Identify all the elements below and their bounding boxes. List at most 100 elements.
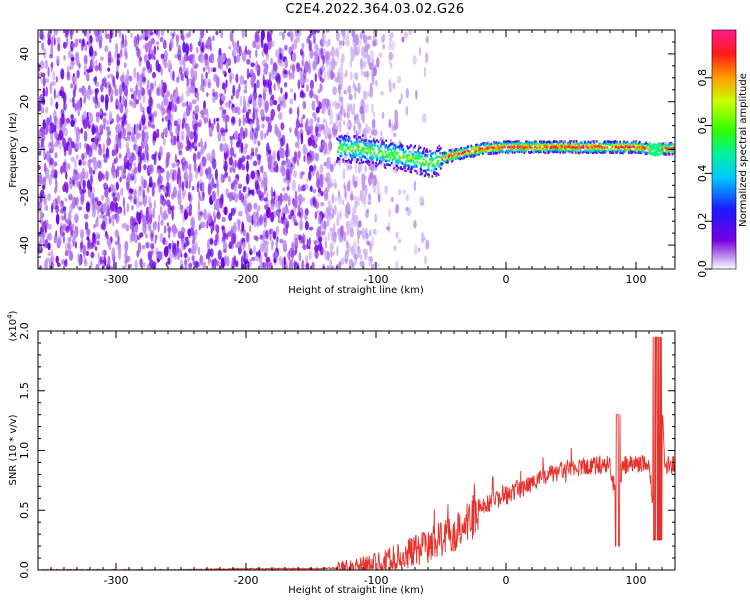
spectrogram-signal-cell bbox=[406, 156, 409, 160]
spectrogram-signal-cell bbox=[671, 152, 674, 156]
spectrogram-signal-cell bbox=[629, 148, 632, 151]
spectrogram-noise-cell bbox=[225, 79, 228, 88]
spectrogram-signal-cell bbox=[545, 148, 547, 151]
spectrogram-signal-cell bbox=[415, 170, 418, 173]
spectrogram-signal-cell bbox=[369, 156, 371, 159]
spectrogram-signal-cell bbox=[362, 160, 365, 164]
spectrogram-noise-cell bbox=[150, 82, 153, 91]
spectrogram-noise-cell bbox=[321, 105, 325, 115]
spectrogram-signal-cell bbox=[414, 169, 416, 172]
spectrogram-noise-cell bbox=[67, 137, 73, 145]
snr-x-axis-label: Height of straight line (km) bbox=[288, 585, 424, 596]
spectrogram-noise-cell bbox=[265, 256, 271, 263]
spectrogram-signal-cell bbox=[486, 145, 488, 148]
spectrogram-signal-cell bbox=[562, 148, 565, 151]
spectrogram-noise-cell bbox=[125, 224, 130, 232]
spectrogram-signal-cell bbox=[539, 143, 542, 147]
spectrogram-signal-cell bbox=[581, 151, 584, 154]
spectrogram-noise-cell bbox=[263, 43, 269, 55]
spectrogram-noise-cell bbox=[183, 171, 186, 181]
spectrogram-noise-cell bbox=[144, 131, 149, 143]
spectrogram-noise-cell bbox=[258, 190, 263, 201]
spectrogram-signal-cell bbox=[668, 153, 671, 156]
spectrogram-signal-cell bbox=[457, 157, 459, 160]
spectrogram-noise-cell bbox=[221, 94, 226, 102]
spectrogram-signal-cell bbox=[438, 144, 441, 148]
spectrogram-noise-cell bbox=[299, 219, 304, 231]
spectrogram-signal-cell bbox=[567, 148, 570, 151]
spectrogram-noise-cell bbox=[417, 247, 421, 252]
spectrogram-signal-cell bbox=[671, 142, 674, 146]
spectrogram-signal-cell bbox=[496, 142, 499, 145]
spectrogram-signal-cell bbox=[376, 154, 378, 157]
spectrogram-noise-cell bbox=[277, 200, 281, 211]
spectrogram-noise-cell bbox=[326, 69, 331, 80]
spectrogram-noise-cell bbox=[280, 87, 283, 94]
spectrogram-noise-cell bbox=[271, 239, 274, 251]
spectrogram-signal-cell bbox=[357, 158, 360, 161]
spectrogram-signal-cell bbox=[656, 145, 659, 148]
spectrogram-noise-cell bbox=[242, 186, 247, 190]
spectrogram-noise-cell bbox=[298, 199, 303, 204]
spectrogram-signal-cell bbox=[620, 149, 623, 152]
spectrogram-signal-cell bbox=[593, 141, 596, 144]
spectrogram-signal-cell bbox=[623, 140, 625, 143]
spectrogram-noise-cell bbox=[195, 113, 198, 121]
spectrogram-noise-cell bbox=[130, 173, 135, 181]
spectrogram-noise-cell bbox=[302, 114, 305, 119]
spectrogram-signal-cell bbox=[649, 149, 652, 153]
spectrogram-noise-cell bbox=[190, 67, 194, 79]
spectrogram-noise-cell bbox=[124, 108, 129, 115]
spectrogram-signal-cell bbox=[564, 140, 566, 143]
spectrogram-signal-cell bbox=[670, 143, 672, 146]
spectrogram-noise-cell bbox=[225, 188, 229, 197]
spectrogram-noise-cell bbox=[324, 250, 327, 260]
spectrogram-signal-cell bbox=[666, 147, 669, 150]
spectrogram-noise-cell bbox=[287, 180, 290, 188]
spectrogram-signal-cell bbox=[423, 155, 426, 158]
spectrogram-signal-cell bbox=[371, 143, 374, 146]
spectrogram-noise-cell bbox=[131, 132, 135, 143]
spectrogram-noise-cell bbox=[425, 52, 429, 64]
spectrogram-noise-cell bbox=[185, 67, 189, 77]
spectrogram-signal-cell bbox=[493, 146, 496, 149]
spectrogram-signal-cell bbox=[336, 160, 338, 164]
spectrogram-noise-cell bbox=[361, 227, 366, 239]
spectrogram-signal-cell bbox=[393, 148, 396, 151]
spectrogram-noise-cell bbox=[95, 88, 98, 100]
colorbar-tick-label: 0.2 bbox=[696, 212, 709, 230]
spectrogram-noise-cell bbox=[177, 139, 181, 151]
spectrogram-noise-cell bbox=[336, 245, 339, 257]
spectrogram-signal-cell bbox=[408, 156, 411, 160]
spectrogram-noise-cell bbox=[108, 215, 112, 225]
spectrogram-noise-cell bbox=[90, 173, 93, 185]
spectrogram-signal-cell bbox=[387, 148, 390, 151]
spectrogram-noise-cell bbox=[164, 127, 168, 137]
spectrogram-noise-cell bbox=[108, 130, 112, 136]
spectrogram-signal-cell bbox=[664, 144, 667, 147]
spectrogram-noise-cell bbox=[136, 79, 141, 87]
spectrogram-signal-cell bbox=[557, 142, 560, 145]
spectrogram-signal-cell bbox=[372, 139, 375, 143]
spectrogram-noise-cell bbox=[83, 71, 87, 76]
spectrogram-noise-cell bbox=[38, 151, 42, 156]
spectrogram-noise-cell bbox=[267, 156, 270, 163]
spectrogram-noise-cell bbox=[193, 160, 197, 172]
spectrogram-signal-cell bbox=[504, 143, 507, 146]
snr-line-layer bbox=[38, 336, 675, 570]
spectrogram-noise-cell bbox=[95, 231, 99, 238]
spectrogram-signal-cell bbox=[351, 156, 353, 159]
spectrogram-noise-cell bbox=[233, 153, 237, 158]
spectrogram-signal-cell bbox=[507, 144, 509, 147]
spectrogram-noise-cell bbox=[241, 30, 245, 39]
spectrogram-noise-cell bbox=[317, 192, 320, 197]
spectrogram-signal-cell bbox=[554, 148, 557, 151]
spectrogram-noise-cell bbox=[202, 145, 206, 152]
spectrogram-signal-cell bbox=[357, 147, 360, 150]
spectrogram-noise-cell bbox=[314, 72, 317, 83]
spectrogram-noise-cell bbox=[281, 207, 287, 217]
spectrogram-noise-cell bbox=[229, 146, 235, 157]
spectrogram-noise-cell bbox=[254, 179, 259, 191]
spectrogram-noise-cell bbox=[207, 238, 210, 248]
spectrogram-noise-cell bbox=[345, 220, 351, 230]
